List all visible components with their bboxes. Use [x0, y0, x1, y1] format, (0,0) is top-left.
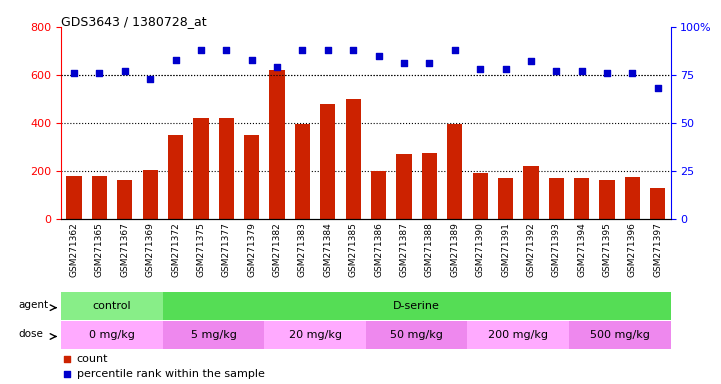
Point: [119, 68, 131, 74]
Bar: [574, 178, 589, 219]
Text: GSM271387: GSM271387: [399, 223, 409, 277]
Bar: [61, 293, 163, 320]
Text: GSM271379: GSM271379: [247, 223, 256, 277]
Point: [271, 64, 283, 70]
Text: GSM271377: GSM271377: [222, 223, 231, 277]
Bar: [143, 170, 158, 219]
Point: [449, 47, 461, 53]
Text: GDS3643 / 1380728_at: GDS3643 / 1380728_at: [61, 15, 207, 28]
Point: [94, 70, 105, 76]
Point: [500, 66, 511, 72]
Text: 500 mg/kg: 500 mg/kg: [590, 330, 650, 340]
Bar: [168, 135, 183, 219]
Point: [652, 85, 663, 91]
Bar: [371, 171, 386, 219]
Bar: [320, 104, 335, 219]
Text: GSM271369: GSM271369: [146, 223, 154, 277]
Text: GSM271362: GSM271362: [69, 223, 79, 277]
Text: D-serine: D-serine: [393, 301, 440, 311]
Bar: [549, 178, 564, 219]
Text: GSM271372: GSM271372: [171, 223, 180, 277]
Bar: [467, 321, 569, 349]
Bar: [244, 135, 260, 219]
Bar: [447, 124, 462, 219]
Point: [576, 68, 588, 74]
Point: [627, 70, 638, 76]
Bar: [397, 154, 412, 219]
Text: GSM271386: GSM271386: [374, 223, 383, 277]
Bar: [569, 321, 671, 349]
Point: [348, 47, 359, 53]
Text: GSM271392: GSM271392: [526, 223, 536, 277]
Point: [551, 68, 562, 74]
Text: control: control: [93, 301, 131, 311]
Bar: [92, 176, 107, 219]
Bar: [422, 153, 437, 219]
Text: GSM271388: GSM271388: [425, 223, 434, 277]
Bar: [163, 293, 671, 320]
Point: [169, 56, 181, 63]
Bar: [345, 99, 360, 219]
Text: 0 mg/kg: 0 mg/kg: [89, 330, 135, 340]
Text: GSM271391: GSM271391: [501, 223, 510, 277]
Text: GSM271384: GSM271384: [323, 223, 332, 277]
Text: count: count: [76, 354, 108, 364]
Text: GSM271385: GSM271385: [349, 223, 358, 277]
Point: [398, 60, 410, 66]
Text: 200 mg/kg: 200 mg/kg: [488, 330, 548, 340]
Bar: [650, 188, 665, 219]
Point: [296, 47, 308, 53]
Text: GSM271375: GSM271375: [196, 223, 205, 277]
Point: [424, 60, 435, 66]
Bar: [472, 173, 487, 219]
Text: GSM271397: GSM271397: [653, 223, 663, 277]
Bar: [193, 118, 208, 219]
Text: GSM271396: GSM271396: [628, 223, 637, 277]
Point: [373, 53, 384, 59]
Bar: [270, 70, 285, 219]
Text: GSM271365: GSM271365: [95, 223, 104, 277]
Text: GSM271383: GSM271383: [298, 223, 307, 277]
Point: [61, 356, 73, 362]
Point: [322, 47, 334, 53]
Text: percentile rank within the sample: percentile rank within the sample: [76, 369, 265, 379]
Point: [525, 58, 536, 65]
Point: [144, 76, 156, 82]
Point: [68, 70, 80, 76]
Text: GSM271394: GSM271394: [578, 223, 586, 277]
Point: [195, 47, 207, 53]
Text: GSM271390: GSM271390: [476, 223, 485, 277]
Text: GSM271389: GSM271389: [450, 223, 459, 277]
Text: 20 mg/kg: 20 mg/kg: [288, 330, 342, 340]
Point: [221, 47, 232, 53]
Text: 5 mg/kg: 5 mg/kg: [190, 330, 236, 340]
Text: dose: dose: [19, 329, 43, 339]
Point: [246, 56, 257, 63]
Bar: [599, 180, 615, 219]
Point: [61, 371, 73, 377]
Bar: [61, 321, 163, 349]
Bar: [66, 176, 81, 219]
Bar: [265, 321, 366, 349]
Text: GSM271367: GSM271367: [120, 223, 129, 277]
Point: [601, 70, 613, 76]
Bar: [218, 118, 234, 219]
Text: GSM271382: GSM271382: [273, 223, 282, 277]
Bar: [625, 177, 640, 219]
Text: 50 mg/kg: 50 mg/kg: [390, 330, 443, 340]
Bar: [163, 321, 265, 349]
Bar: [523, 166, 539, 219]
Bar: [295, 124, 310, 219]
Point: [474, 66, 486, 72]
Bar: [498, 178, 513, 219]
Bar: [366, 321, 467, 349]
Text: GSM271393: GSM271393: [552, 223, 561, 277]
Text: GSM271395: GSM271395: [603, 223, 611, 277]
Bar: [117, 180, 133, 219]
Text: agent: agent: [19, 300, 48, 310]
